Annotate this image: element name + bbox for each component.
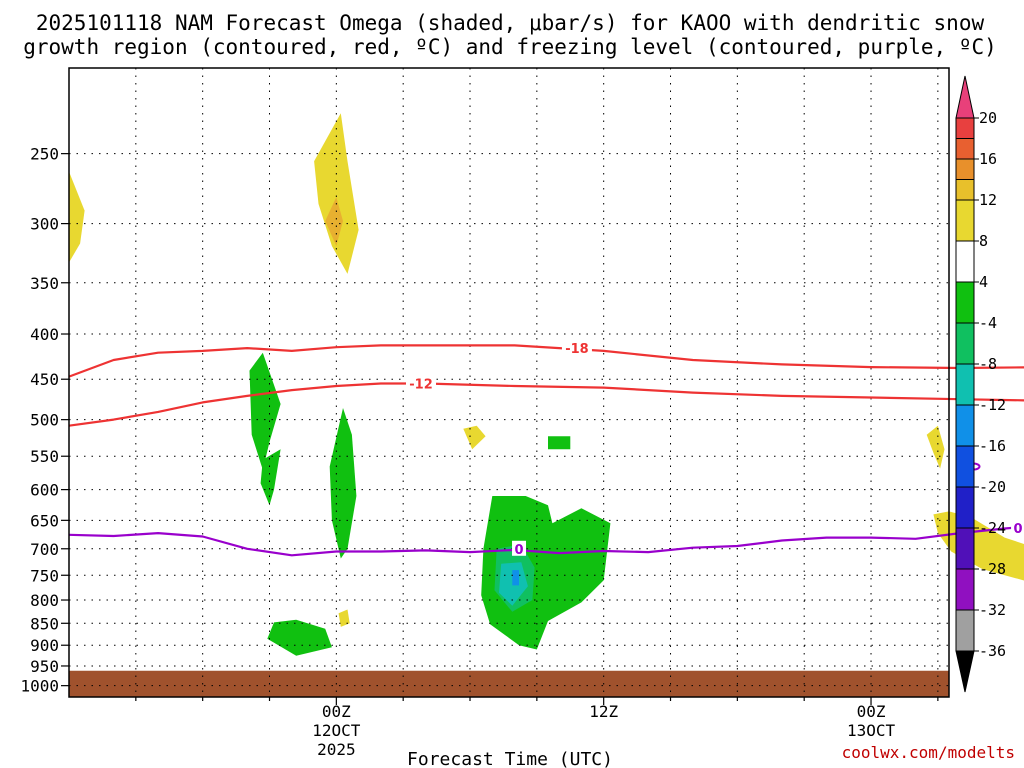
omega-area-1 (314, 113, 359, 274)
y-tick-label-350: 350 (30, 274, 59, 293)
y-tick-label-900: 900 (30, 636, 59, 655)
colorbar-bottom-arrow (955, 650, 975, 693)
colorbar-label-11: -28 (979, 560, 1006, 578)
colorbar-label-8: -16 (979, 437, 1006, 455)
colorbar-swatch-0 (955, 117, 975, 139)
ground-layer (69, 670, 1024, 697)
y-tick-label-650: 650 (30, 511, 59, 530)
contour-label-bg-7 (1011, 519, 1024, 535)
title-line-2: growth region (contoured, red, ºC) and f… (23, 35, 997, 59)
omega-area-13 (249, 352, 281, 470)
colorbar-swatch-2 (955, 158, 975, 180)
y-tick-label-750: 750 (30, 566, 59, 585)
colorbar-swatch-1 (955, 138, 975, 160)
omega-area-5 (926, 425, 945, 469)
colorbar-swatch-5 (955, 240, 975, 283)
colorbar-swatch-13 (955, 568, 975, 611)
y-tick-label-1000: 1000 (20, 677, 59, 696)
y-tick-label-500: 500 (30, 411, 59, 430)
omega-area-21 (548, 436, 571, 450)
contour-label-bg-6 (512, 540, 527, 556)
plot-frame (68, 67, 950, 698)
omega-area-17 (481, 496, 611, 650)
colorbar-swatch-7 (955, 322, 975, 365)
omega-area-4 (463, 425, 486, 450)
colorbar-swatch-14 (955, 609, 975, 652)
omega-area-14 (260, 449, 281, 506)
omega-area-15 (329, 408, 357, 559)
y-tick-label-850: 850 (30, 614, 59, 633)
contour-label-6: 0 (515, 543, 524, 558)
contour-label-bg-0 (561, 340, 592, 356)
ground-surface (69, 670, 1024, 697)
colorbar-swatch-3 (955, 179, 975, 201)
colorbar-label-6: -8 (979, 355, 997, 373)
colorbar-label-0: 20 (979, 109, 997, 127)
omega-area-2 (325, 197, 343, 246)
colorbar-label-5: -4 (979, 314, 997, 332)
colorbar-label-2: 12 (979, 191, 997, 209)
y-tick-label-800: 800 (30, 591, 59, 610)
omega-area-0 (69, 171, 85, 263)
omega-shading-layer (69, 113, 1024, 656)
colorbar: 20 16 12 8 4 -4 -8 -12 -16 -20 -24 -28 -32 -36 (955, 75, 1006, 693)
colorbar-swatch-6 (955, 281, 975, 324)
colorbar-swatch-4 (955, 199, 975, 242)
y-axis: 250 300 350 400 450 500 550 600 650 700 750 800 850 9… (20, 145, 69, 696)
colorbar-swatch-12 (955, 527, 975, 570)
contour-label-7: 0 (1014, 522, 1023, 537)
colorbar-label-12: -32 (979, 601, 1006, 619)
colorbar-label-9: -20 (979, 478, 1006, 496)
x-axis: 00Z12OCT202512Z00Z13OCT12Z00Z14OCT12Z00Z… (135, 697, 939, 759)
omega-area-16 (267, 619, 332, 656)
y-tick-label-400: 400 (30, 325, 59, 344)
colorbar-label-3: 8 (979, 232, 988, 250)
y-tick-label-300: 300 (30, 215, 59, 234)
contour-label-layer: -18-18-18-12-12-12000 (406, 340, 1024, 558)
y-tick-label-600: 600 (30, 481, 59, 500)
omega-area-20 (512, 570, 519, 586)
y-tick-label-550: 550 (30, 447, 59, 466)
contour-label-3: -12 (409, 377, 433, 392)
title-line-1: 2025101118 NAM Forecast Omega (shaded, μ… (36, 11, 985, 35)
colorbar-label-13: -36 (979, 642, 1006, 660)
contour-line-0 (68, 344, 1024, 378)
x-tick-time-2: 00Z (857, 702, 886, 721)
colorbar-label-1: 16 (979, 150, 997, 168)
colorbar-swatch-9 (955, 404, 975, 447)
colorbar-top-arrow (955, 75, 975, 119)
x-tick-year-0: 2025 (317, 740, 356, 759)
colorbar-label-7: -12 (979, 396, 1006, 414)
x-tick-time-0: 00Z (322, 702, 351, 721)
colorbar-swatch-11 (955, 486, 975, 529)
colorbar-swatch-10 (955, 445, 975, 488)
credit-text: coolwx.com/modelts (842, 743, 1015, 762)
x-axis-title: Forecast Time (UTC) (407, 749, 613, 768)
contour-label-bg-3 (406, 375, 436, 391)
x-tick-time-1: 12Z (589, 702, 618, 721)
colorbar-label-4: 4 (979, 273, 988, 291)
colorbar-swatch-8 (955, 363, 975, 406)
y-tick-label-700: 700 (30, 540, 59, 559)
contour-label-0: -18 (565, 342, 589, 357)
y-tick-label-950: 950 (30, 657, 59, 676)
y-tick-label-250: 250 (30, 145, 59, 164)
contour-line-2 (68, 525, 1024, 557)
y-tick-label-450: 450 (30, 370, 59, 389)
colorbar-label-10: -24 (979, 519, 1006, 537)
omega-area-3 (338, 609, 350, 627)
x-tick-date-2: 13OCT (847, 721, 896, 740)
x-tick-date-0: 12OCT (312, 721, 361, 740)
